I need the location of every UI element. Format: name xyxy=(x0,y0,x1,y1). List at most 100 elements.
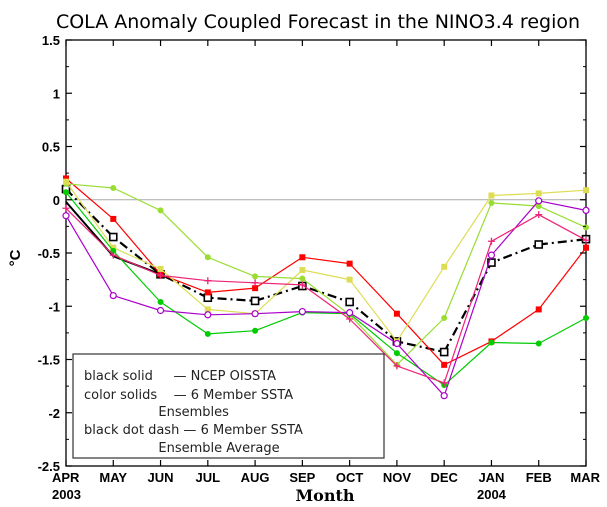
data-point xyxy=(109,251,117,259)
data-point xyxy=(299,275,306,282)
y-tick-label: 0 xyxy=(53,193,60,208)
x-ticks: APR MAY JUN JUL AUG SEP OCT NOV DEC JAN FEB MAR 2003… xyxy=(52,40,601,502)
legend-line-3: Ensembles xyxy=(84,405,229,420)
x-tick-label: JAN xyxy=(478,470,504,485)
series-line xyxy=(65,183,587,366)
x-tick-label: OCT xyxy=(336,470,364,485)
data-point xyxy=(535,203,542,210)
x-axis-label: Month xyxy=(295,486,354,505)
data-point xyxy=(62,204,70,212)
series-line xyxy=(65,191,587,386)
data-point xyxy=(441,263,448,270)
data-point xyxy=(346,260,353,267)
series-line xyxy=(65,200,587,397)
y-tick-label: -2 xyxy=(48,406,60,421)
data-point xyxy=(487,237,495,245)
data-point xyxy=(488,339,495,346)
data-point xyxy=(252,327,259,334)
data-point xyxy=(204,289,211,296)
data-point xyxy=(535,190,542,197)
series-line xyxy=(65,181,587,342)
legend: black solid — NCEP OISSTA color solids —… xyxy=(72,353,385,459)
series-6 xyxy=(62,197,590,400)
series-line xyxy=(65,178,587,366)
data-point xyxy=(535,340,542,347)
y-tick-label: 1.5 xyxy=(42,33,60,48)
data-point xyxy=(534,240,544,249)
data-point xyxy=(582,236,590,244)
data-point xyxy=(204,254,211,261)
y-tick-label: 1 xyxy=(53,86,60,101)
data-point xyxy=(583,244,589,251)
legend-line-4: black dot dash — 6 Member SSTA xyxy=(84,423,303,438)
x-tick-label: APR xyxy=(52,470,80,485)
data-point xyxy=(157,298,164,305)
x-tick-label: FEB xyxy=(526,470,552,485)
data-point xyxy=(393,310,400,317)
data-point xyxy=(488,192,495,199)
x-tick-label: MAR xyxy=(570,470,600,485)
x-tick-label: MAY xyxy=(99,470,127,485)
data-point xyxy=(298,307,306,316)
data-point xyxy=(393,362,401,370)
data-point xyxy=(488,199,495,206)
data-point xyxy=(157,207,164,214)
year-label: 2004 xyxy=(477,487,507,502)
series-line xyxy=(65,188,587,354)
data-point xyxy=(250,296,260,306)
data-point xyxy=(583,187,589,194)
data-point xyxy=(251,310,259,318)
data-point xyxy=(582,224,589,231)
y-ticks: 1.5 1 0.5 0 -0.5 -1 -1.5 -2 -2.5 xyxy=(38,33,586,474)
series-1 xyxy=(61,184,591,357)
data-point xyxy=(535,197,543,205)
data-point xyxy=(157,265,164,272)
data-point xyxy=(440,392,448,400)
data-point xyxy=(440,379,448,387)
data-point xyxy=(298,281,306,289)
data-point xyxy=(109,292,117,300)
y-tick-label: -2.5 xyxy=(38,459,60,474)
year-label: 2003 xyxy=(52,487,81,502)
data-point xyxy=(582,206,590,214)
data-point xyxy=(345,297,354,307)
data-point xyxy=(441,361,448,368)
data-point xyxy=(204,277,212,285)
data-point xyxy=(346,309,354,317)
data-point xyxy=(299,267,306,274)
data-point xyxy=(535,306,542,313)
series-7 xyxy=(62,204,590,387)
legend-line-2: color solids — 6 Member SSTA xyxy=(84,388,293,403)
y-tick-label: -1 xyxy=(48,299,60,314)
x-tick-label: JUL xyxy=(196,470,221,485)
y-tick-label: -0.5 xyxy=(38,246,60,261)
data-point xyxy=(535,211,543,219)
x-tick-label: SEP xyxy=(289,470,315,485)
data-point xyxy=(63,178,69,185)
data-point xyxy=(62,189,69,196)
legend-box xyxy=(72,353,385,459)
data-point xyxy=(346,315,354,323)
data-point xyxy=(582,314,589,321)
data-point xyxy=(252,285,259,292)
data-point xyxy=(252,273,259,280)
data-point xyxy=(251,279,259,287)
y-tick-label: 0.5 xyxy=(42,140,60,155)
series-line xyxy=(65,207,587,384)
y-axis-label: °C xyxy=(7,249,24,266)
series-group xyxy=(61,175,591,400)
data-point xyxy=(487,258,496,267)
legend-line-1: black solid — NCEP OISSTA xyxy=(84,369,276,384)
data-point xyxy=(299,254,306,261)
data-point xyxy=(393,350,400,357)
legend-line-5: Ensemble Average xyxy=(84,441,280,456)
data-point xyxy=(346,276,353,283)
data-point xyxy=(441,314,448,321)
data-point xyxy=(439,347,449,357)
x-tick-label: DEC xyxy=(430,470,458,485)
data-point xyxy=(487,251,496,259)
data-point xyxy=(393,339,401,348)
data-point xyxy=(204,311,212,319)
x-tick-label: NOV xyxy=(383,470,412,485)
